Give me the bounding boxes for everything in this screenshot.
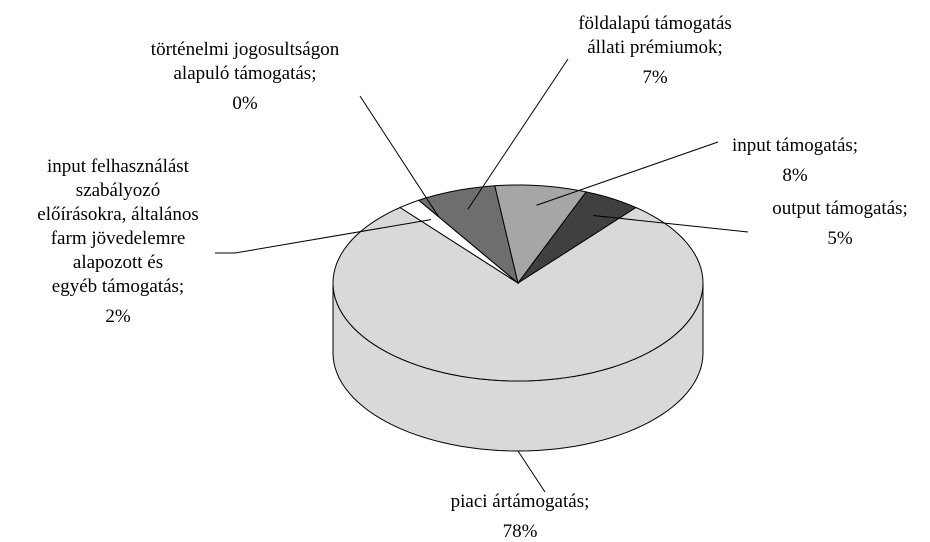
data-label: állati prémiumok; xyxy=(587,37,723,58)
slice xyxy=(417,185,519,285)
data-label: piaci ártámogatás; xyxy=(451,491,590,512)
data-label: input felhasználást xyxy=(47,156,190,177)
data-label: input támogatás; xyxy=(732,135,858,156)
value-label: 8% xyxy=(782,165,808,186)
data-label: előírásokra, általános xyxy=(37,204,198,225)
data-label: egyéb támogatás; xyxy=(52,276,184,297)
leader-line xyxy=(517,450,546,493)
value-label: 2% xyxy=(105,306,131,327)
leader-line xyxy=(593,215,749,233)
leader-line xyxy=(467,58,569,210)
data-label: farm jövedelemre xyxy=(51,228,186,249)
slice xyxy=(517,191,637,284)
value-label: 7% xyxy=(642,67,668,88)
slice xyxy=(332,206,704,382)
leader-line xyxy=(215,219,432,254)
leader-line xyxy=(359,95,440,218)
value-label: 78% xyxy=(503,521,538,542)
data-label: szabályozó xyxy=(76,180,160,201)
data-label: alapozott és xyxy=(73,252,163,273)
leader-line xyxy=(536,141,719,206)
value-label: 5% xyxy=(827,228,853,249)
data-label: alapuló támogatás; xyxy=(174,63,317,84)
slice xyxy=(494,184,587,285)
data-label: történelmi jogosultságon xyxy=(151,39,340,60)
data-label: output támogatás; xyxy=(772,198,908,219)
data-label: földalapú támogatás xyxy=(578,13,732,34)
value-label: 0% xyxy=(232,93,258,114)
